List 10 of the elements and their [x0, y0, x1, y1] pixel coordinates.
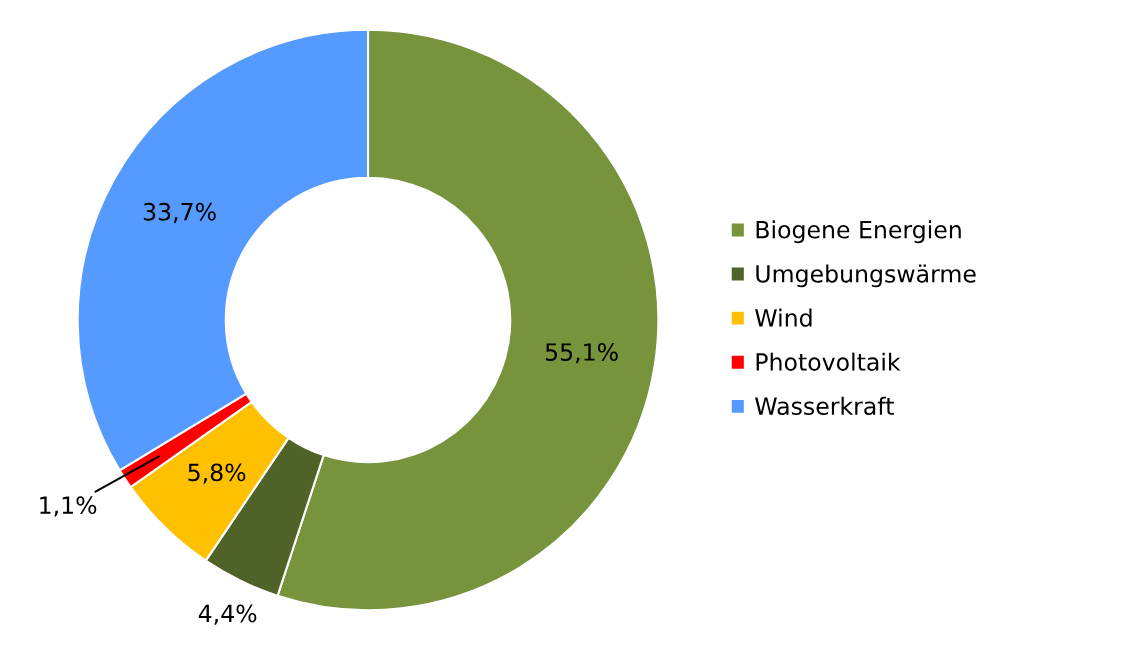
- legend-label: Biogene Energien: [756, 220, 961, 244]
- data-label: 33,7%: [143, 202, 216, 224]
- legend-label: Wasserkraft: [755, 396, 894, 416]
- data-label: 5,8%: [188, 463, 246, 484]
- data-label: 55,1%: [545, 343, 618, 364]
- legend-label: Wind: [755, 308, 812, 327]
- legend-label: Photovoltaik: [756, 352, 901, 371]
- legend-label: Umgebungswärme: [756, 264, 976, 288]
- data-label: 1,1%: [40, 496, 97, 517]
- data-label: 4,4%: [198, 604, 257, 625]
